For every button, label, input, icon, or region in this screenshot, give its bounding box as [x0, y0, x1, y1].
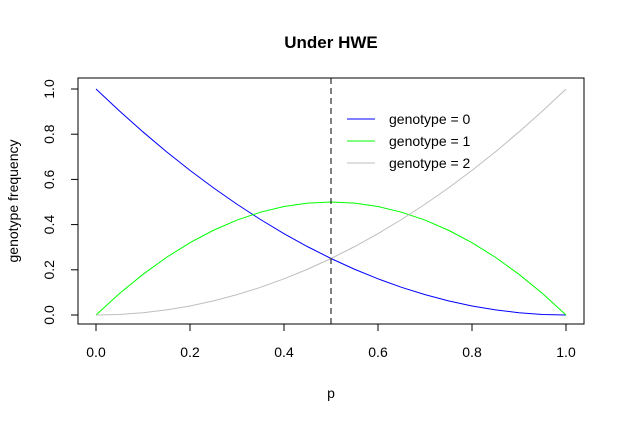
legend: genotype = 0 genotype = 1 genotype = 2: [347, 111, 471, 171]
x-tick-label: 0.4: [274, 344, 294, 360]
x-tick-label: 0.8: [462, 344, 482, 360]
y-tick-label: 0.0: [41, 305, 57, 325]
y-tick-label: 0.2: [41, 260, 57, 280]
y-axis: 0.0 0.2 0.4 0.6 0.8 1.0: [41, 79, 79, 325]
x-axis: 0.0 0.2 0.4 0.6 0.8 1.0: [86, 323, 576, 360]
legend-label-genotype-1: genotype = 1: [389, 133, 471, 149]
legend-label-genotype-0: genotype = 0: [389, 111, 471, 127]
legend-label-genotype-2: genotype = 2: [389, 155, 471, 171]
chart-title: Under HWE: [284, 33, 378, 52]
x-axis-label: p: [327, 385, 335, 401]
x-tick-label: 0.0: [86, 344, 106, 360]
x-tick-label: 0.6: [368, 344, 388, 360]
x-tick-label: 0.2: [180, 344, 200, 360]
y-tick-label: 0.4: [41, 215, 57, 235]
x-tick-label: 1.0: [556, 344, 576, 360]
y-axis-label: genotype frequency: [5, 140, 21, 263]
y-tick-label: 1.0: [41, 79, 57, 99]
y-tick-label: 0.8: [41, 124, 57, 144]
y-tick-label: 0.6: [41, 169, 57, 189]
